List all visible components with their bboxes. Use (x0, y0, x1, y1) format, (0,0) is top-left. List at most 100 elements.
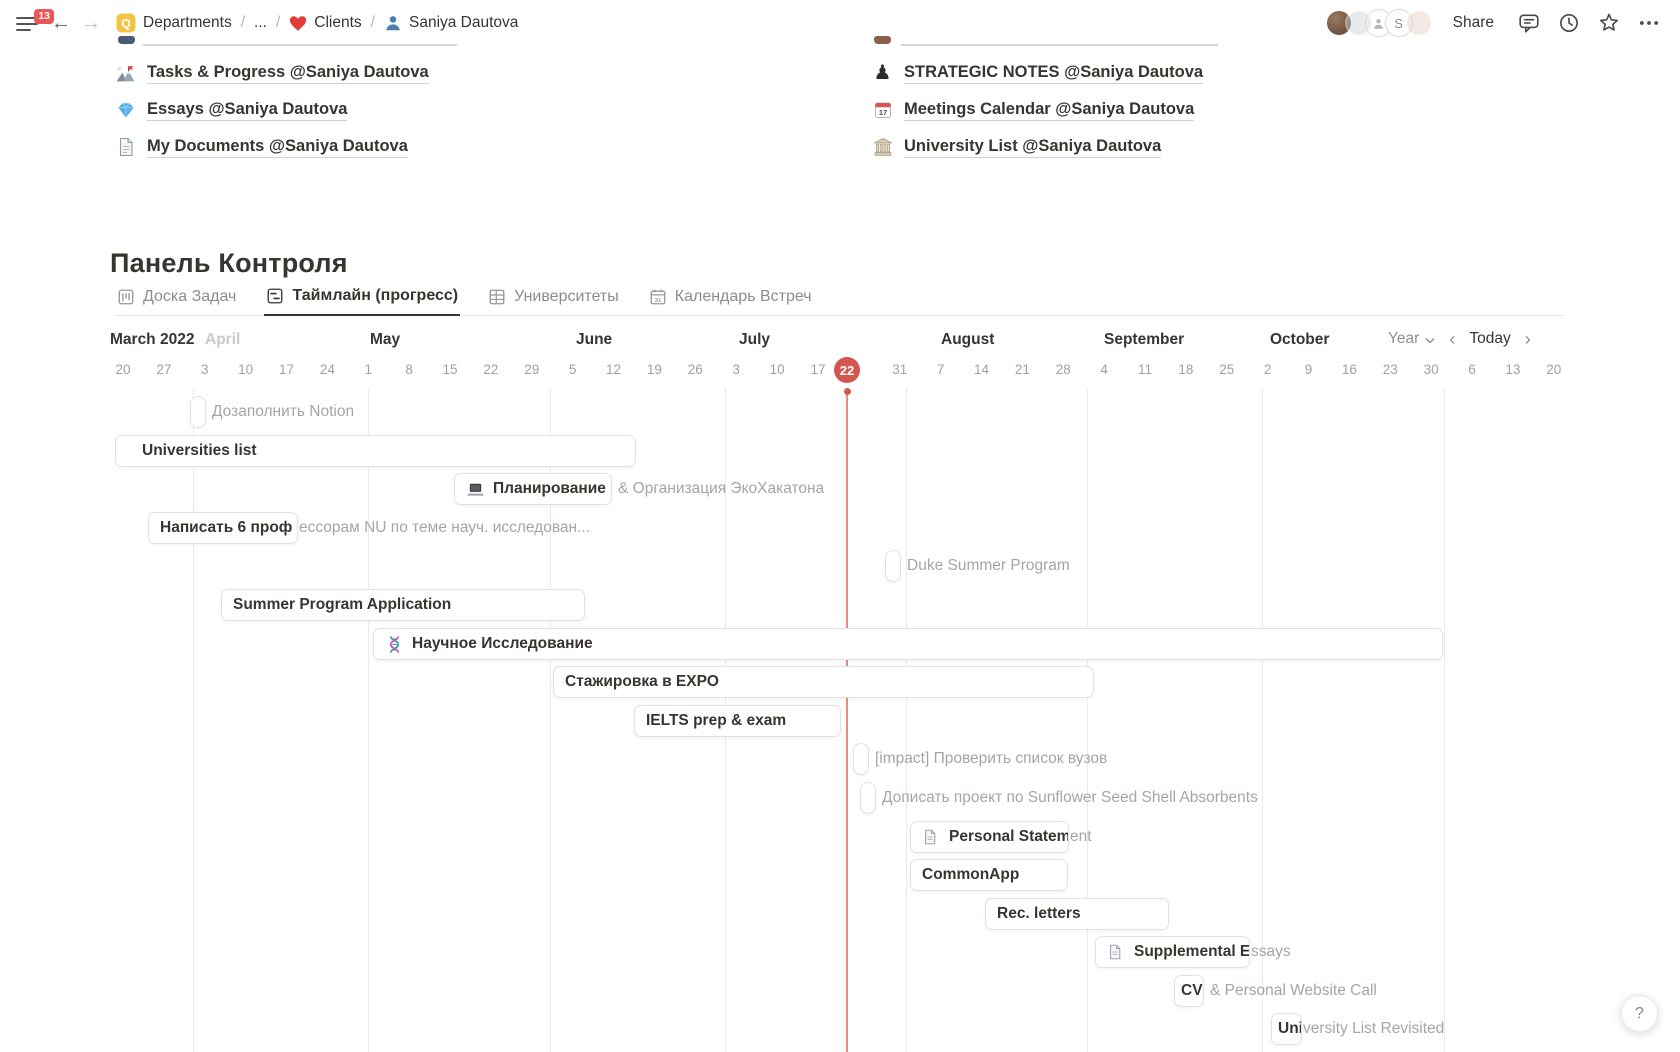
date-tick: 29 (524, 362, 540, 377)
tab-board[interactable]: Доска Задач (115, 282, 238, 315)
timeline-item-bar[interactable]: Universities list (115, 435, 636, 467)
timeline-item-pill[interactable] (853, 743, 869, 775)
zoom-level-select[interactable]: Year (1388, 330, 1435, 348)
date-tick: 23 (1382, 362, 1398, 377)
next-period-button[interactable]: › (1524, 329, 1531, 349)
page-link-label[interactable]: Tasks & Progress @Saniya Dautova (147, 63, 429, 84)
timeline-item-bar[interactable]: Supplemental E (1095, 936, 1250, 968)
timeline-item-pill[interactable] (885, 550, 901, 582)
date-tick: 20 (1546, 362, 1562, 377)
updates-badge: 13 (34, 9, 54, 24)
date-tick: 2 (1263, 362, 1272, 377)
timeline-item-label: CommonApp (922, 866, 1020, 883)
date-tick: 3 (200, 362, 209, 377)
date-tick: 26 (687, 362, 703, 377)
page-link-label[interactable]: Essays @Saniya Dautova (147, 100, 348, 121)
page-link-label[interactable]: STRATEGIC NOTES @Saniya Dautova (904, 63, 1204, 84)
avatar[interactable] (1404, 9, 1433, 37)
page-link-strategic-notes[interactable]: ♟ STRATEGIC NOTES @Saniya Dautova (872, 58, 1204, 88)
timeline-item-bar[interactable]: Rec. letters (985, 898, 1169, 930)
share-button[interactable]: Share (1452, 14, 1494, 31)
month-gridline (368, 388, 369, 1052)
page-link-university-list[interactable]: University List @Saniya Dautova (872, 132, 1162, 162)
tab-label: Доска Задач (143, 287, 237, 305)
tab-universities[interactable]: Университеты (486, 282, 621, 315)
page-link-essays[interactable]: Essays @Saniya Dautova (115, 95, 348, 125)
timeline-item-overflow-label: ent (1070, 828, 1092, 845)
timeline-item-overflow-label: ssays (1251, 943, 1291, 960)
back-button[interactable]: ← (51, 11, 71, 34)
timeline-item-pill[interactable] (190, 396, 206, 428)
timeline-item-bar[interactable]: Написать 6 проф (148, 512, 298, 544)
board-icon (118, 289, 134, 304)
date-tick: 8 (405, 362, 413, 377)
timeline-item-overflow-label: Дозаполнить Notion (212, 403, 355, 420)
timeline-item-pill[interactable] (860, 782, 876, 814)
timeline-item-bar[interactable]: Научное Исследование (373, 628, 1443, 660)
more-menu-button[interactable] (1638, 12, 1660, 34)
today-button[interactable]: Today (1469, 330, 1511, 347)
timeline-item-label: Планирование (493, 480, 606, 497)
mountain-flag-icon (115, 63, 136, 84)
tab-label: Таймлайн (прогресс) (292, 287, 459, 304)
date-tick: 19 (646, 362, 662, 377)
page-link-label[interactable]: My Documents @Saniya Dautova (147, 137, 408, 158)
page-link-label[interactable]: Meetings Calendar @Saniya Dautova (904, 100, 1195, 121)
comments-button[interactable] (1518, 12, 1540, 34)
page-link-my-documents[interactable]: My Documents @Saniya Dautova (115, 132, 408, 162)
cropped-page-icon (118, 36, 135, 44)
avatar[interactable] (1344, 9, 1373, 37)
clock-icon (1560, 14, 1578, 32)
month-gridline (193, 388, 194, 1052)
timeline-item-bar[interactable]: Uni (1271, 1013, 1302, 1045)
top-bar: 13 ← → Q Departments / ... / Clients (0, 0, 1680, 46)
date-tick: 31 (892, 362, 908, 377)
timeline-item-bar[interactable]: CommonApp (910, 859, 1068, 891)
month-label: August (941, 331, 1000, 349)
date-tick: 5 (568, 362, 577, 377)
month-label: April (205, 331, 241, 348)
page-title: Панель Контроля (110, 248, 348, 279)
timeline-item-bar[interactable]: Стажировка в EXPO (553, 666, 1094, 698)
hamburger-icon (16, 17, 38, 31)
forward-button[interactable]: → (81, 11, 101, 34)
help-button[interactable]: ? (1621, 995, 1658, 1032)
date-tick: 28 (1055, 362, 1071, 377)
timeline-item-bar[interactable]: CV (1174, 975, 1204, 1007)
timeline-item-bar[interactable]: Summer Program Application (221, 589, 585, 621)
breadcrumb-label: ... (254, 14, 267, 31)
timeline-item-label: Personal Statem (949, 828, 1069, 845)
timeline-item-label: Uni (1278, 1020, 1302, 1037)
history-button[interactable] (1558, 12, 1580, 34)
timeline-item-bar[interactable]: Планирование (454, 473, 612, 505)
timeline-item-bar[interactable]: IELTS prep & exam (634, 705, 841, 737)
tab-meetings-calendar[interactable]: 31 Календарь Встреч (647, 282, 814, 315)
tab-timeline[interactable]: Таймлайн (прогресс) (264, 282, 461, 316)
page-link-label[interactable]: University List @Saniya Dautova (904, 137, 1162, 158)
calendar-icon: 31 (650, 289, 666, 304)
sidebar-menu-button[interactable]: 13 (16, 9, 54, 35)
prev-period-button[interactable]: ‹ (1449, 329, 1456, 349)
breadcrumb-saniya-dautova[interactable]: Saniya Dautova (384, 14, 518, 32)
breadcrumb-separator: / (240, 14, 246, 31)
timeline-item-bar[interactable]: Personal Statem (910, 821, 1069, 853)
date-tick: 25 (1219, 362, 1235, 377)
star-icon (1600, 13, 1618, 31)
page-link-meetings-calendar[interactable]: 17 Meetings Calendar @Saniya Dautova (872, 95, 1195, 125)
collaborator-avatars: S (1324, 9, 1433, 37)
cropped-page-icon (874, 36, 891, 44)
breadcrumb-clients[interactable]: Clients (289, 14, 362, 32)
breadcrumb-ellipsis[interactable]: ... (254, 14, 267, 32)
dna-icon (385, 635, 404, 654)
tab-label: Календарь Встреч (674, 287, 812, 305)
breadcrumb-departments[interactable]: Q Departments (116, 13, 232, 33)
date-tick: 1 (364, 362, 373, 377)
person-icon (386, 16, 400, 31)
date-tick: 18 (1178, 362, 1194, 377)
favorite-button[interactable] (1598, 12, 1620, 34)
page-link-tasks-progress[interactable]: Tasks & Progress @Saniya Dautova (115, 58, 429, 88)
timeline-item-label: Rec. letters (997, 905, 1081, 922)
workspace-logo-icon: Q (116, 13, 136, 33)
building-icon (872, 137, 893, 158)
